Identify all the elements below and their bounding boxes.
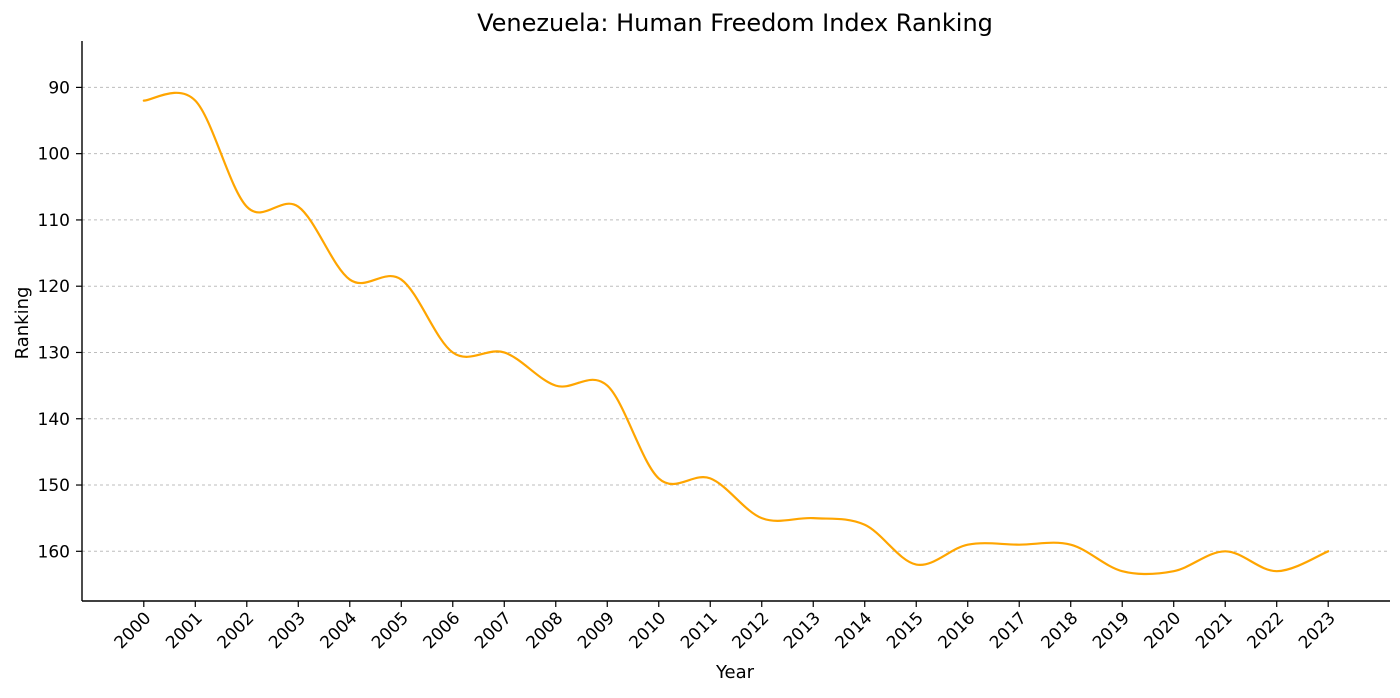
x-tick-label: 2021 — [1192, 608, 1237, 653]
x-tick-label: 2012 — [729, 608, 774, 653]
y-tick-label: 140 — [38, 410, 70, 430]
chart-title: Venezuela: Human Freedom Index Ranking — [477, 9, 993, 37]
grid-lines — [82, 86, 1390, 552]
x-tick-label: 2017 — [986, 608, 1031, 653]
x-tick-label: 2002 — [214, 608, 259, 653]
x-tick-label: 2007 — [471, 608, 516, 653]
series-line — [142, 91, 1330, 576]
axes — [81, 41, 1390, 602]
x-tick-label: 2000 — [111, 608, 156, 653]
x-tick-label: 2019 — [1089, 608, 1134, 653]
x-tick-label: 2013 — [780, 608, 825, 653]
x-axis-label: Year — [715, 662, 755, 683]
x-axis-ticks: 2000 2001 2002 2003 2004 2005 2006 2007 2008 2009… — [111, 601, 1340, 653]
x-tick-label: 2006 — [420, 608, 465, 653]
x-tick-label: 2003 — [265, 608, 310, 653]
x-tick-label: 2005 — [368, 608, 413, 653]
x-tick-label: 2010 — [626, 608, 671, 653]
y-tick-label: 100 — [38, 145, 70, 165]
x-tick-label: 2016 — [935, 608, 980, 653]
x-tick-label: 2023 — [1295, 608, 1340, 653]
x-tick-label: 2014 — [832, 608, 877, 653]
x-tick-label: 2020 — [1141, 608, 1186, 653]
y-tick-label: 120 — [38, 277, 70, 297]
x-tick-label: 2008 — [523, 608, 568, 653]
y-tick-label: 160 — [38, 542, 70, 562]
x-tick-label: 2001 — [162, 608, 207, 653]
x-tick-label: 2015 — [883, 608, 928, 653]
y-tick-label: 130 — [38, 343, 70, 363]
data-series — [142, 91, 1330, 576]
y-tick-label: 150 — [38, 476, 70, 496]
x-tick-label: 2011 — [677, 608, 722, 653]
y-tick-label: 90 — [48, 78, 70, 98]
x-tick-label: 2018 — [1038, 608, 1083, 653]
x-tick-label: 2004 — [317, 608, 362, 653]
x-tick-label: 2009 — [574, 608, 619, 653]
y-tick-label: 110 — [38, 211, 70, 231]
y-axis-ticks: 90 100 110 120 130 140 150 160 — [38, 78, 82, 562]
x-tick-label: 2022 — [1244, 608, 1289, 653]
y-axis-label: Ranking — [12, 287, 33, 360]
